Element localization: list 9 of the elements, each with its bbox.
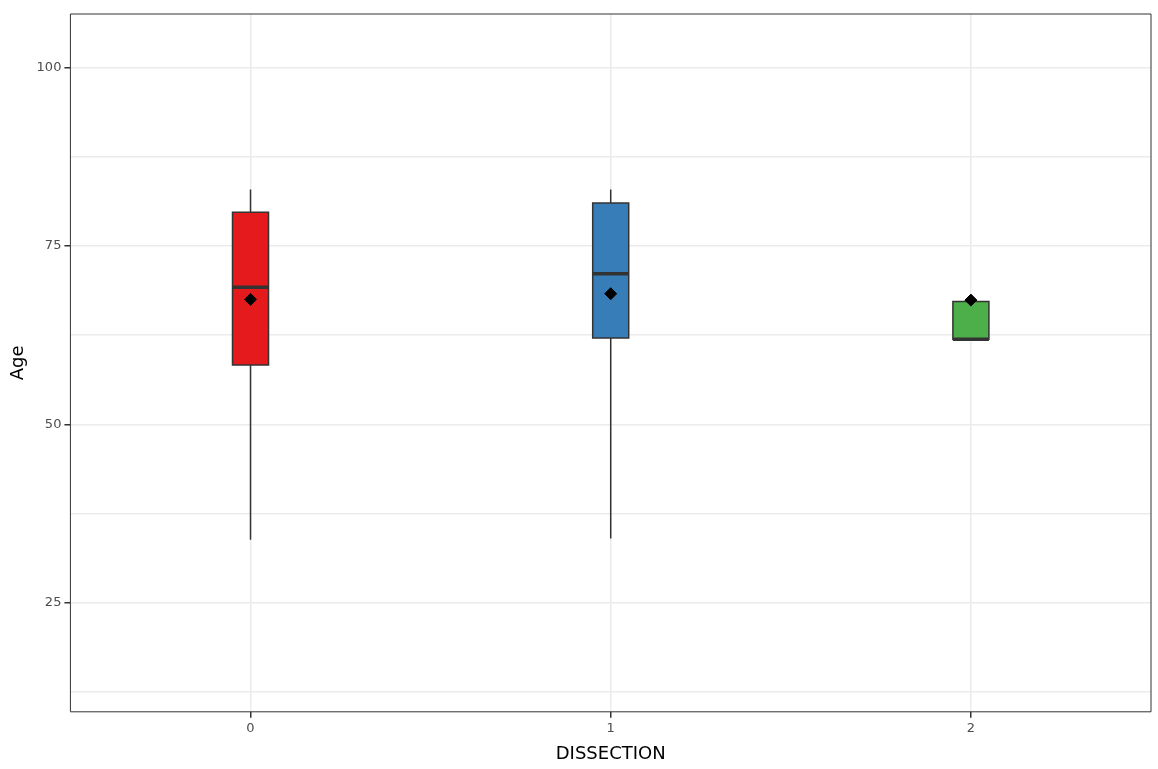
y-tick-label: 25 [44, 594, 62, 610]
x-tick-label: 1 [606, 719, 615, 735]
x-tick-label: 0 [246, 719, 255, 735]
y-tick-label: 75 [44, 237, 62, 253]
y-tick-label: 50 [44, 415, 62, 431]
y-tick-label: 100 [36, 58, 62, 74]
x-tick-label: 2 [966, 719, 976, 735]
y-axis-title: Age [6, 345, 28, 381]
x-axis-title: DISSECTION [555, 741, 666, 763]
